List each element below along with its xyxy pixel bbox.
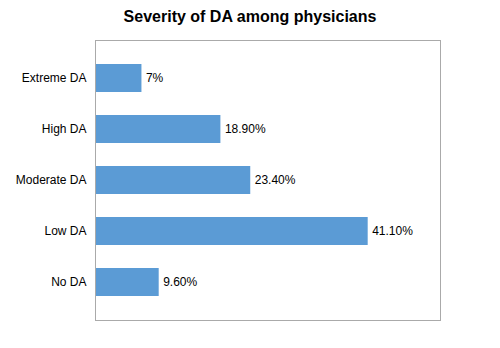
svg-text:18.90%: 18.90% — [225, 122, 266, 136]
svg-text:41.10%: 41.10% — [372, 224, 413, 238]
svg-text:Extreme DA: Extreme DA — [22, 71, 87, 85]
svg-text:23.40%: 23.40% — [255, 173, 296, 187]
svg-text:7%: 7% — [146, 71, 164, 85]
svg-text:High DA: High DA — [42, 122, 87, 136]
svg-text:Moderate DA: Moderate DA — [16, 173, 87, 187]
html-text:Severity of DA among physician: Severity of DA among physicians — [123, 8, 377, 25]
svg-text:No DA: No DA — [51, 275, 86, 289]
svg-text:Low DA: Low DA — [44, 224, 86, 238]
svg-text:9.60%: 9.60% — [163, 275, 197, 289]
